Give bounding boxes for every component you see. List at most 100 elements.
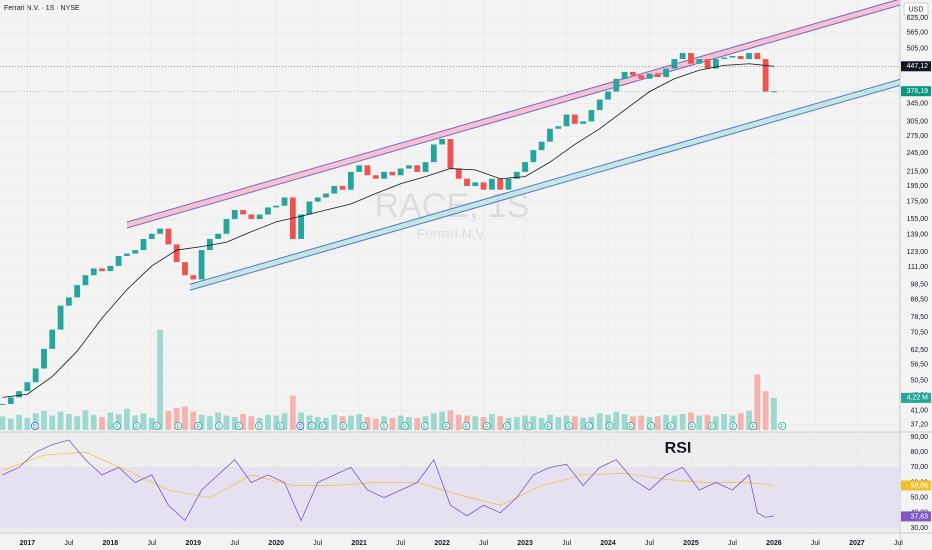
volume-bar [555,417,562,430]
candle [762,59,769,92]
x-tick-label: 2023 [517,540,533,547]
event-marker [113,422,121,430]
event-marker [442,422,451,430]
volume-bar [654,416,661,430]
event-label: E [732,424,736,430]
rsi-line [2,439,774,522]
volume-bar [182,406,188,430]
volume-bar [331,414,338,430]
rsi-tick-label: 30,00 [910,525,928,532]
candle [356,165,363,172]
event-marker [339,422,348,430]
event-label: D [33,424,37,430]
volume-bar [173,407,180,430]
candle [430,144,437,163]
y-tick-label: 305,00 [907,118,929,125]
event-marker [360,422,369,430]
candle [679,53,686,60]
volume-bar [538,417,545,430]
volume-bar [41,410,47,430]
candle [638,75,645,79]
candle [480,182,487,190]
volume-bar [613,411,620,430]
candle [654,73,661,78]
x-tick-label: Jul [562,540,571,547]
candle [231,210,238,220]
volume-bar [389,417,396,430]
event-label: E [279,424,283,430]
event-marker [647,422,656,430]
symbol-title: Ferrari N.V. · 1S · NYSE [4,5,80,12]
volume-bar [762,391,769,430]
candle [588,110,595,122]
volume-bar [49,415,56,430]
volume-bar [488,414,495,430]
volume-bar [397,415,404,430]
y-tick-label: 625,00 [907,15,929,22]
y-tick-label: 505,00 [907,46,929,53]
volume-bar [248,416,255,430]
y-tick-label: 111,00 [908,264,928,271]
candle [41,348,47,369]
candle [339,185,346,190]
candle [240,210,246,215]
candle [464,178,470,186]
volume-bar [140,413,147,430]
candle [256,214,263,220]
candle [721,57,728,60]
event-label: E [362,424,366,430]
candle [65,297,72,306]
candle [596,99,603,111]
event-marker [749,422,758,430]
event-label: E [567,424,571,430]
event-label: E [485,424,489,430]
volume-bar [414,417,421,430]
event-label: E [382,424,386,430]
price-tag [901,86,931,97]
candle [90,268,97,276]
candle [646,73,653,79]
y-tick-label: 62,50 [910,347,928,354]
candle [82,275,89,286]
candle [99,268,105,272]
x-tick-label: 2018 [103,540,119,547]
candle [298,214,305,239]
candle [712,59,719,69]
y-tick-label: 155,00 [907,216,929,223]
rsi-ma [2,451,774,506]
volume-bar [223,415,230,430]
candle [182,262,188,276]
candle [406,165,412,169]
candle [563,114,570,127]
event-marker [483,422,491,430]
candle [696,59,703,64]
volume-bar [430,413,437,430]
candle [115,255,122,266]
candle [530,150,537,163]
y-tick-label: 98,50 [910,281,928,288]
candle [397,168,404,176]
event-label: E [155,424,159,430]
candle [505,178,512,190]
candle [7,397,14,404]
volume-bar [206,416,213,430]
event-label: E [669,424,673,430]
price-tag [901,392,931,403]
event-label: E [177,424,181,430]
volume-bar [721,414,728,430]
x-tick-label: 2024 [600,540,616,547]
channel-line [126,0,899,223]
volume-bar [372,418,379,430]
event-label: E [649,424,653,430]
volume-bar [696,415,703,430]
volume-bar [771,397,777,430]
channel-band [126,0,900,229]
x-tick-label: Jul [64,540,73,547]
volume-bar [563,415,570,430]
candle [746,53,752,60]
rsi-tick-label: 70,00 [910,464,928,471]
candle [381,171,387,179]
volume-bar [57,411,64,430]
volume-bar [530,416,537,430]
candle [165,228,172,245]
